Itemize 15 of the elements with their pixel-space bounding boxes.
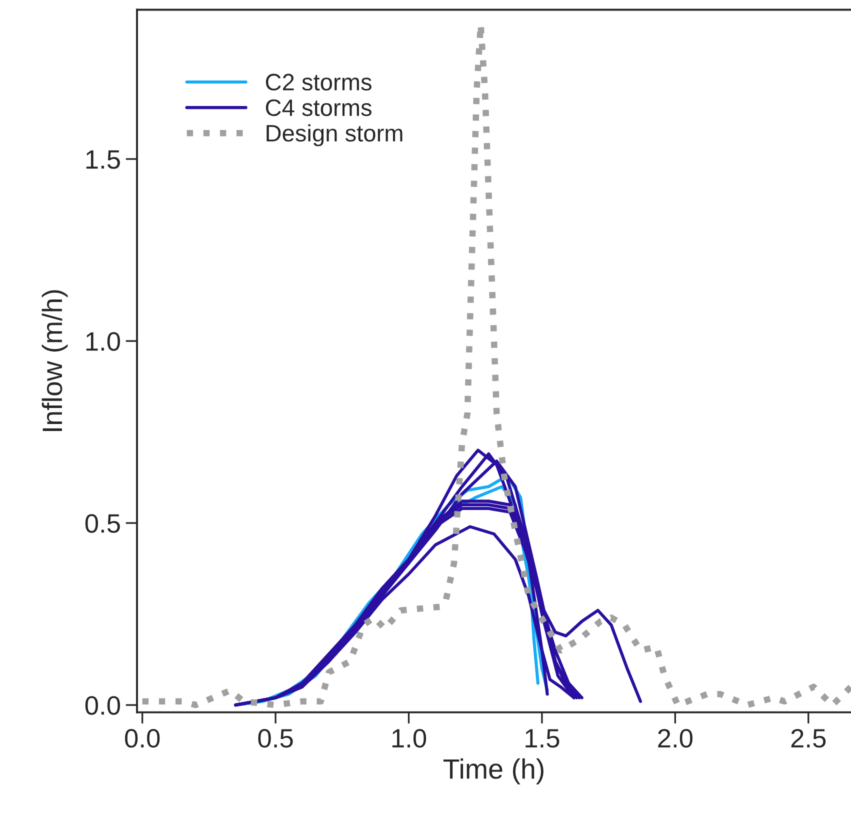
y-tick-label: 1.5 xyxy=(86,150,120,169)
x-tick-label: 0.5 xyxy=(258,728,293,748)
x-tick-label: 2.5 xyxy=(791,728,826,748)
y-tick-label: 0.0 xyxy=(85,696,120,715)
legend-label: C2 storms xyxy=(266,74,372,91)
x-tick-label: 0.0 xyxy=(125,728,160,748)
legend-label: C4 storms xyxy=(266,99,372,116)
x-tick-label: 1.5 xyxy=(526,729,560,748)
y-tick-label: 0.5 xyxy=(85,514,120,533)
x-tick-label: 2.0 xyxy=(658,728,692,748)
legend-label: Design storm xyxy=(266,124,402,146)
x-tick-label: 1.0 xyxy=(392,728,426,748)
x-axis-title: Time (h) xyxy=(443,758,544,784)
y-tick-label: 1.0 xyxy=(86,332,120,351)
y-axis-title: Inflow (m/h) xyxy=(42,290,68,432)
